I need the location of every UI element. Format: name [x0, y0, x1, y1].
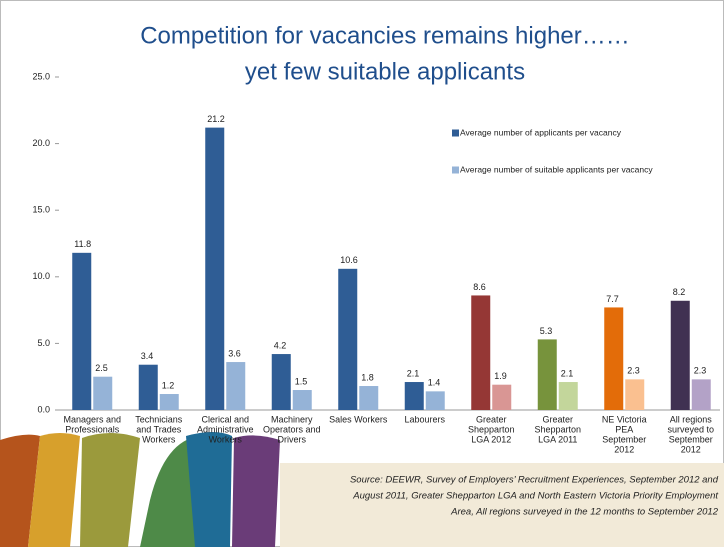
value-label: 7.7: [606, 294, 619, 304]
value-label: 1.9: [494, 371, 507, 381]
bar: [537, 339, 557, 410]
bar: [93, 376, 113, 410]
bar: [138, 364, 158, 410]
x-tick-label: and Trades: [136, 424, 182, 434]
bar: [404, 382, 424, 410]
bar: [72, 252, 92, 410]
value-label: 1.4: [428, 378, 441, 388]
bar: [271, 354, 291, 410]
source: August 2011, Greater Shepparton LGA and …: [352, 491, 718, 502]
bar: [338, 268, 358, 410]
x-tick-label: LGA 2012: [471, 434, 511, 444]
value-label: 2.1: [407, 368, 420, 378]
y-tick-label: 10.0: [32, 271, 50, 281]
value-label: 5.3: [540, 326, 553, 336]
value-label: 2.1: [561, 368, 574, 378]
bar: [691, 379, 711, 410]
x-tick-label: 2012: [681, 444, 701, 454]
value-label: 2.3: [627, 366, 640, 376]
x-tick-label: Drivers: [278, 434, 307, 444]
y-tick-label: 20.0: [32, 138, 50, 148]
x-tick-label: LGA 2011: [538, 434, 577, 444]
value-label: 8.6: [473, 282, 486, 292]
x-tick-label: Managers and: [63, 414, 121, 424]
x-tick-label: surveyed to: [667, 424, 714, 434]
x-tick-label: Workers: [142, 434, 176, 444]
x-tick-label: Workers: [209, 434, 243, 444]
source: Source: DEEWR, Survey of Employers’ Recr…: [350, 475, 719, 486]
decoration: [0, 432, 724, 547]
x-tick-label: Shepparton: [534, 424, 581, 434]
y-tick-label: 5.0: [37, 338, 50, 348]
bar: [159, 394, 179, 410]
value-label: 10.6: [340, 255, 358, 265]
value-label: 1.5: [295, 376, 308, 386]
x-tick-label: Shepparton: [468, 424, 515, 434]
x-tick-label: Clerical and: [201, 414, 249, 424]
value-label: 3.4: [141, 351, 154, 361]
x-tick-label: Operators and: [263, 424, 321, 434]
legend-swatch: [452, 166, 459, 174]
y-tick-label: 0.0: [37, 404, 50, 414]
value-label: 4.2: [274, 340, 287, 350]
bar: [226, 362, 246, 410]
value-label: 2.3: [694, 366, 707, 376]
bar: [670, 300, 690, 410]
x-tick-label: September: [602, 434, 646, 444]
bar: [604, 307, 624, 410]
x-tick-label: Labourers: [404, 414, 445, 424]
value-label: 21.2: [207, 114, 225, 124]
x-tick-label: All regions: [670, 414, 713, 424]
x-tick-label: Greater: [476, 414, 507, 424]
bar: [359, 386, 379, 410]
chart-title: yet few suitable applicants: [245, 58, 525, 85]
source: Area, All regions surveyed in the 12 mon…: [450, 507, 719, 518]
x-tick-label: NE Victoria: [602, 414, 647, 424]
x-tick-label: Machinery: [271, 414, 313, 424]
bar: [425, 391, 445, 410]
x-tick-label: Sales Workers: [329, 414, 388, 424]
x-tick-label: PEA: [615, 424, 633, 434]
value-label: 8.2: [673, 287, 686, 297]
y-tick-label: 25.0: [32, 71, 50, 81]
x-tick-label: 2012: [614, 444, 634, 454]
bar: [625, 379, 645, 410]
x-tick-label: Greater: [542, 414, 573, 424]
x-tick-label: Professionals: [65, 424, 120, 434]
value-label: 1.8: [361, 372, 374, 382]
legend-label: Average number of suitable applicants pe…: [460, 164, 653, 174]
bar: [471, 295, 491, 410]
value-label: 11.8: [74, 239, 91, 249]
bar: [492, 384, 512, 410]
value-label: 3.6: [228, 348, 241, 358]
x-tick-label: Technicians: [135, 414, 183, 424]
bar: [292, 390, 312, 410]
chart-title: Competition for vacancies remains higher…: [140, 22, 630, 49]
value-label: 2.5: [95, 363, 108, 373]
bar: [558, 382, 578, 410]
legend-label: Average number of applicants per vacancy: [460, 127, 622, 137]
y-tick-label: 15.0: [32, 205, 50, 215]
x-tick-label: September: [669, 434, 713, 444]
x-tick-label: Administrative: [197, 424, 254, 434]
value-label: 1.2: [162, 380, 175, 390]
bar: [205, 127, 225, 410]
legend-swatch: [452, 129, 459, 137]
